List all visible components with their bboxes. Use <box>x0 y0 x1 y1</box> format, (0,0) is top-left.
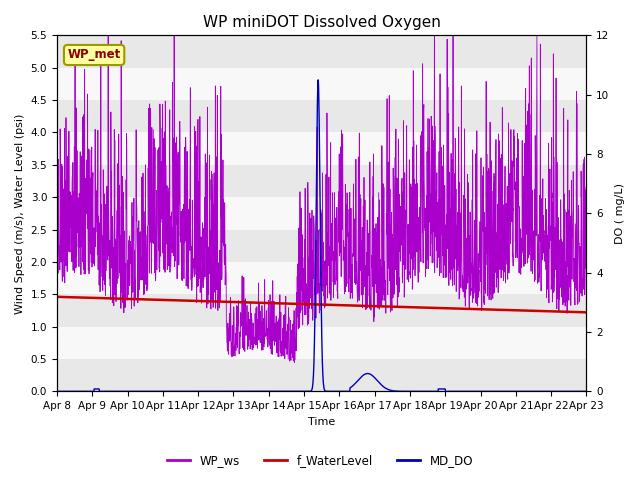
Bar <box>57 294 586 326</box>
Title: WP miniDOT Dissolved Oxygen: WP miniDOT Dissolved Oxygen <box>203 15 440 30</box>
Bar <box>57 68 586 100</box>
Bar <box>57 132 586 165</box>
Bar <box>57 229 586 262</box>
X-axis label: Time: Time <box>308 417 335 427</box>
Legend: WP_ws, f_WaterLevel, MD_DO: WP_ws, f_WaterLevel, MD_DO <box>162 449 478 472</box>
Bar <box>57 326 586 359</box>
Y-axis label: Wind Speed (m/s), Water Level (psi): Wind Speed (m/s), Water Level (psi) <box>15 113 25 313</box>
Bar <box>57 36 586 68</box>
Bar <box>57 262 586 294</box>
Y-axis label: DO ( mg/L): DO ( mg/L) <box>615 183 625 244</box>
Text: WP_met: WP_met <box>67 48 121 61</box>
Bar <box>57 100 586 132</box>
Bar <box>57 359 586 391</box>
Bar <box>57 197 586 229</box>
Bar <box>57 165 586 197</box>
